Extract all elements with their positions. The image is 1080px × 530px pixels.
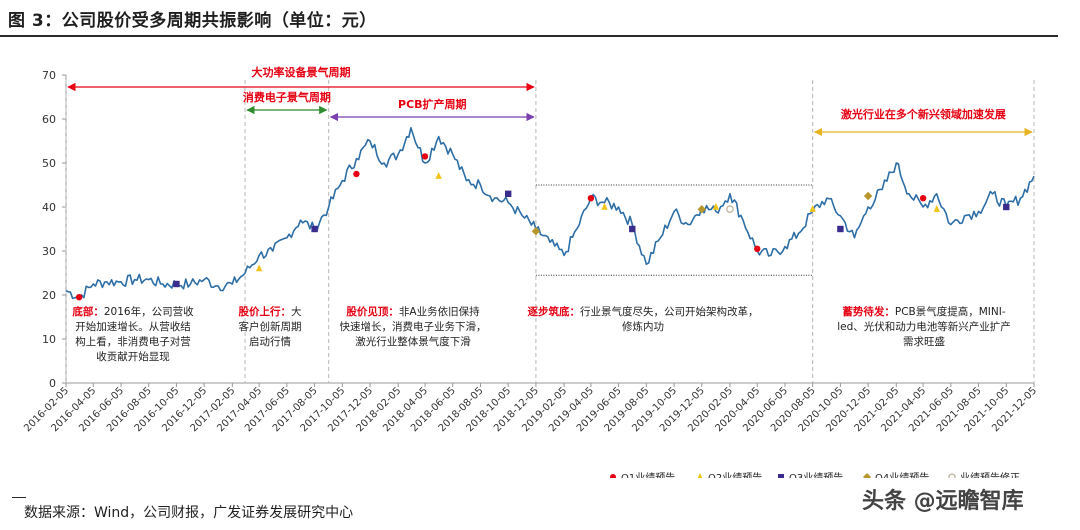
legend-label: Q4业绩预告 bbox=[875, 471, 929, 478]
legend-marker-q1 bbox=[610, 474, 616, 478]
event-marker-q3 bbox=[504, 190, 512, 197]
annotation-text: 客户创新周期 bbox=[239, 320, 302, 333]
y-tick-label: 40 bbox=[42, 201, 56, 214]
title-divider bbox=[0, 35, 1058, 37]
event-marker-q3 bbox=[311, 225, 318, 233]
annotation-heading: 逐步筑底： bbox=[528, 305, 581, 318]
event-marker-q2 bbox=[435, 172, 442, 179]
annotation-block: 逐步筑底：行业景气度尽失，公司开始架构改革， 修炼内功 bbox=[528, 305, 759, 333]
annotation-block: 蓄势待发：PCB景气度提高，MINI-led、光伏和动力电池等新兴产业扩产需求旺… bbox=[837, 305, 1011, 348]
event-marker-q1 bbox=[75, 294, 83, 301]
event-marker-q1 bbox=[587, 195, 595, 202]
annotation-body: 2016年，公司营收 bbox=[104, 305, 194, 318]
event-marker-q3 bbox=[837, 225, 844, 233]
event-marker-q4 bbox=[531, 227, 541, 236]
annotation-body: 非A业务依旧保持 bbox=[399, 305, 480, 318]
annotation-text: 激光行业整体景气度下滑 bbox=[355, 335, 471, 348]
annotation-text: 股价上行：大 bbox=[239, 305, 303, 318]
annotation-text: 底部：2016年，公司营收 bbox=[72, 305, 194, 318]
annotation-body: PCB景气度提高，MINI- bbox=[895, 305, 1006, 318]
event-marker-q1 bbox=[353, 170, 360, 178]
figure-title: 图 3：公司股价受多周期共振影响（单位：元） bbox=[8, 11, 377, 31]
event-marker-q4 bbox=[697, 205, 706, 214]
annotation-heading: 蓄势待发： bbox=[842, 305, 895, 318]
annotation-text: 逐步筑底：行业景气度尽失，公司开始架构改革， bbox=[528, 305, 759, 318]
price-line bbox=[65, 127, 1035, 300]
annotation-text: 蓄势待发：PCB景气度提高，MINI- bbox=[842, 305, 1005, 318]
annotation-text: 快速增长，消费电子业务下滑， bbox=[340, 320, 487, 333]
event-marker-q2 bbox=[255, 264, 263, 272]
event-marker-q2 bbox=[809, 205, 816, 212]
legend-label: Q2业绩预告 bbox=[708, 471, 762, 478]
annotation-text: 股价见顶：非A业务依旧保持 bbox=[346, 305, 480, 318]
annotation-block: 底部：2016年，公司营收开始加速增长。从营收结构上看，非消费电子对营收贡献开始… bbox=[72, 305, 194, 363]
annotation-body: 大 bbox=[291, 305, 302, 318]
event-marker-q3 bbox=[173, 280, 180, 288]
legend-label: Q3业绩预告 bbox=[789, 471, 843, 478]
event-marker-q1 bbox=[754, 245, 761, 252]
cycle-label: PCB扩产周期 bbox=[398, 97, 467, 111]
annotation-text: 开始加速增长。从营收结 bbox=[75, 320, 191, 333]
legend-marker-q3 bbox=[778, 474, 784, 478]
legend-marker-q2 bbox=[697, 473, 703, 478]
annotation-heading: 股价见顶： bbox=[346, 305, 399, 318]
y-tick-label: 20 bbox=[42, 289, 56, 302]
y-tick-label: 70 bbox=[42, 69, 56, 82]
cycle-label: 大功率设备景气周期 bbox=[251, 65, 350, 79]
annotation-text: 启动行情 bbox=[249, 335, 291, 348]
event-marker-q2 bbox=[933, 205, 940, 212]
legend-marker-revised bbox=[948, 473, 956, 478]
event-marker-q1 bbox=[919, 195, 927, 202]
event-marker-q2 bbox=[712, 202, 720, 210]
annotation-body: 行业景气度尽失，公司开始架构改革， bbox=[580, 305, 759, 318]
annotation-heading: 底部： bbox=[72, 305, 104, 318]
cycle-label: 消费电子景气周期 bbox=[243, 90, 331, 104]
source-note: 数据来源：Wind，公司财报，广发证券发展研究中心 bbox=[24, 505, 354, 521]
annotation-text: led、光伏和动力电池等新兴产业扩产 bbox=[837, 320, 1011, 333]
event-marker-q3 bbox=[629, 225, 636, 233]
annotation-text: 构上看，非消费电子对营 bbox=[75, 335, 191, 348]
watermark-logo: 头条 @远瞻智库 bbox=[862, 489, 1024, 514]
event-marker-revised bbox=[726, 205, 734, 214]
annotation-text: 修炼内功 bbox=[622, 320, 664, 333]
event-marker-q1 bbox=[421, 153, 429, 160]
cycle-label: 激光行业在多个新兴领域加速发展 bbox=[841, 107, 1007, 121]
y-tick-label: 0 bbox=[49, 377, 56, 390]
legend-marker-q4 bbox=[863, 473, 871, 478]
annotation-text: 需求旺盛 bbox=[903, 335, 945, 348]
annotation-text: 收贡献开始显现 bbox=[96, 350, 170, 363]
y-tick-label: 60 bbox=[42, 113, 56, 126]
legend-label: 业绩预告修正 bbox=[960, 471, 1020, 478]
event-marker-q4 bbox=[863, 191, 873, 201]
event-marker-q3 bbox=[1003, 203, 1010, 211]
annotation-heading: 股价上行： bbox=[239, 305, 292, 318]
stock-price-chart: 0102030405060702016-02-052016-04-052016-… bbox=[22, 65, 1039, 478]
legend-label: Q1业绩预告 bbox=[621, 471, 675, 478]
event-marker-q2 bbox=[601, 202, 608, 210]
y-tick-label: 10 bbox=[42, 333, 56, 346]
y-tick-label: 50 bbox=[42, 157, 56, 170]
y-tick-label: 30 bbox=[42, 245, 56, 258]
source-divider bbox=[12, 497, 26, 498]
